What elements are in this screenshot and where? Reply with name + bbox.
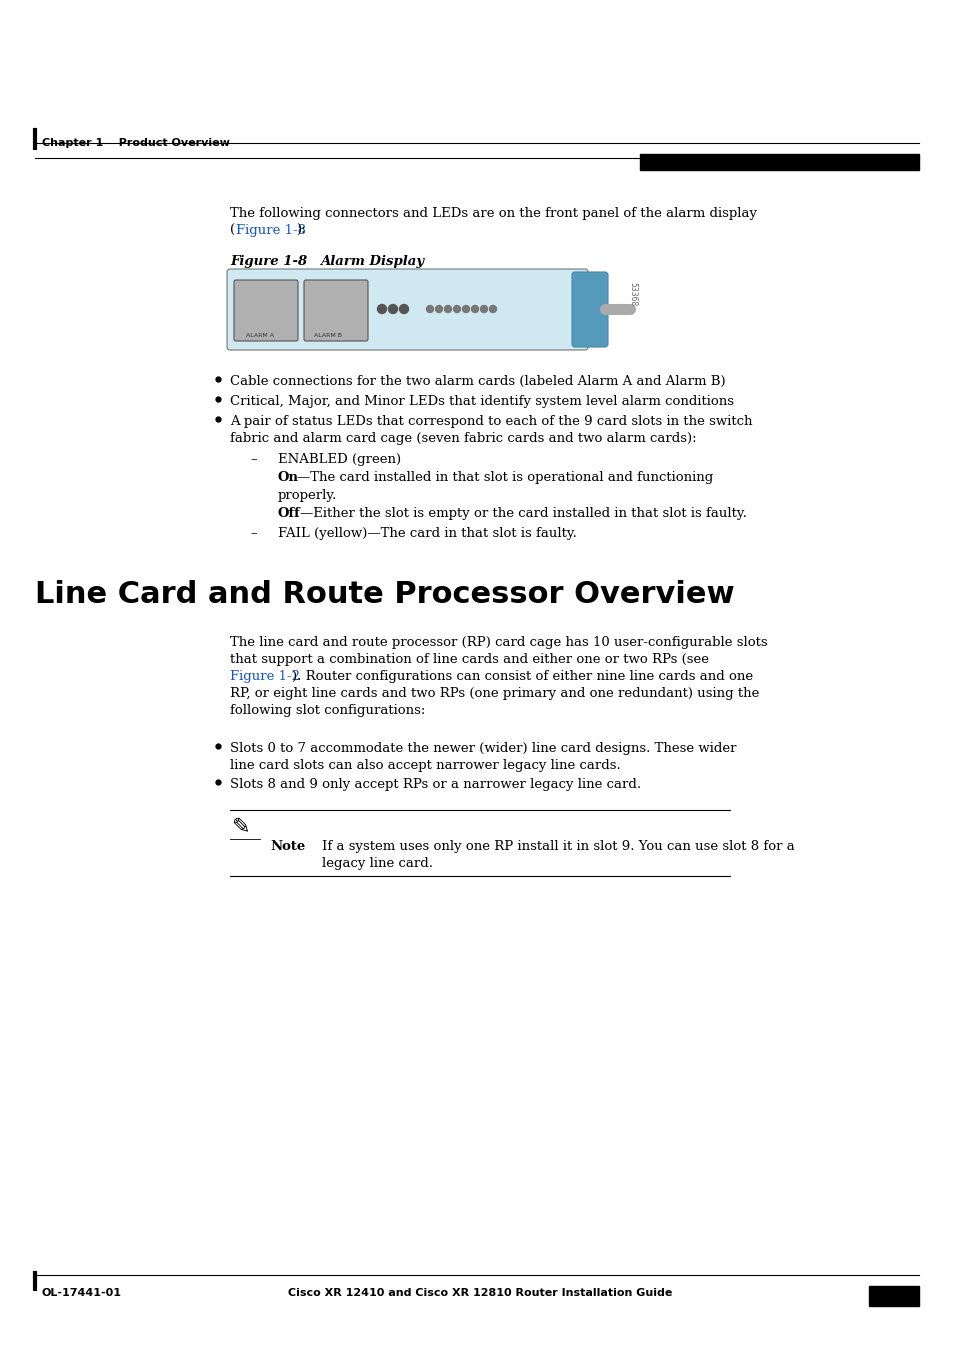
Text: Slots 0 to 7 accommodate the newer (wider) line card designs. These wider: Slots 0 to 7 accommodate the newer (wide… [230,742,736,755]
Circle shape [471,305,478,312]
Circle shape [399,304,408,313]
Text: (: ( [230,224,234,236]
FancyBboxPatch shape [227,269,587,350]
Bar [639,154,918,170]
Text: 1-13: 1-13 [879,1290,907,1302]
Text: –: – [250,527,256,540]
Text: Slots 8 and 9 only accept RPs or a narrower legacy line card.: Slots 8 and 9 only accept RPs or a narro… [230,778,640,790]
Text: The line card and route processor (RP) card cage has 10 user-configurable slots: The line card and route processor (RP) c… [230,636,767,648]
FancyBboxPatch shape [304,280,368,340]
Text: —The card installed in that slot is operational and functioning: —The card installed in that slot is oper… [296,471,713,484]
Text: Note: Note [270,840,305,852]
Text: legacy line card.: legacy line card. [322,857,433,870]
Text: Line Card and Route Processor Overview: Line Card and Route Processor Overview [642,162,882,172]
Text: —Either the slot is empty or the card installed in that slot is faulty.: —Either the slot is empty or the card in… [299,507,746,520]
Bar [868,1286,918,1306]
Text: ✎: ✎ [232,817,251,838]
Text: Critical, Major, and Minor LEDs that identify system level alarm conditions: Critical, Major, and Minor LEDs that ide… [230,394,733,408]
Text: ALARM A: ALARM A [246,332,274,338]
Circle shape [377,304,386,313]
Circle shape [426,305,433,312]
Text: ENABLED (green): ENABLED (green) [277,453,400,466]
Text: If a system uses only one RP install it in slot 9. You can use slot 8 for a: If a system uses only one RP install it … [322,840,794,852]
Text: Off: Off [277,507,300,520]
Text: ALARM B: ALARM B [314,332,341,338]
Text: properly.: properly. [277,489,337,503]
Circle shape [444,305,451,312]
Circle shape [480,305,487,312]
Text: that support a combination of line cards and either one or two RPs (see: that support a combination of line cards… [230,653,708,666]
FancyBboxPatch shape [572,272,607,347]
Circle shape [388,304,397,313]
Text: Cisco XR 12410 and Cisco XR 12810 Router Installation Guide: Cisco XR 12410 and Cisco XR 12810 Router… [288,1288,672,1298]
Text: line card slots can also accept narrower legacy line cards.: line card slots can also accept narrower… [230,759,620,771]
Text: –: – [250,453,256,466]
Text: On: On [277,471,298,484]
Text: FAIL (yellow)—The card in that slot is faulty.: FAIL (yellow)—The card in that slot is f… [277,527,577,540]
Text: ). Router configurations can consist of either nine line cards and one: ). Router configurations can consist of … [292,670,752,684]
Text: OL-17441-01: OL-17441-01 [42,1288,122,1298]
Text: Chapter 1    Product Overview: Chapter 1 Product Overview [42,138,230,149]
Text: fabric and alarm card cage (seven fabric cards and two alarm cards):: fabric and alarm card cage (seven fabric… [230,432,696,444]
Text: 53368: 53368 [628,282,637,307]
Circle shape [435,305,442,312]
Text: Figure 1-8: Figure 1-8 [230,255,307,267]
Text: Alarm Display: Alarm Display [319,255,424,267]
Text: Figure 1-8: Figure 1-8 [235,224,306,236]
FancyBboxPatch shape [233,280,297,340]
Circle shape [489,305,496,312]
Circle shape [462,305,469,312]
Circle shape [453,305,460,312]
Text: Line Card and Route Processor Overview: Line Card and Route Processor Overview [35,580,734,609]
Text: The following connectors and LEDs are on the front panel of the alarm display: The following connectors and LEDs are on… [230,207,757,220]
Text: following slot configurations:: following slot configurations: [230,704,425,717]
Text: ):: ): [295,224,305,236]
Text: Figure 1-2: Figure 1-2 [230,670,299,684]
Text: A pair of status LEDs that correspond to each of the 9 card slots in the switch: A pair of status LEDs that correspond to… [230,415,752,428]
Text: Cable connections for the two alarm cards (labeled Alarm A and Alarm B): Cable connections for the two alarm card… [230,376,725,388]
Text: RP, or eight line cards and two RPs (one primary and one redundant) using the: RP, or eight line cards and two RPs (one… [230,688,759,700]
